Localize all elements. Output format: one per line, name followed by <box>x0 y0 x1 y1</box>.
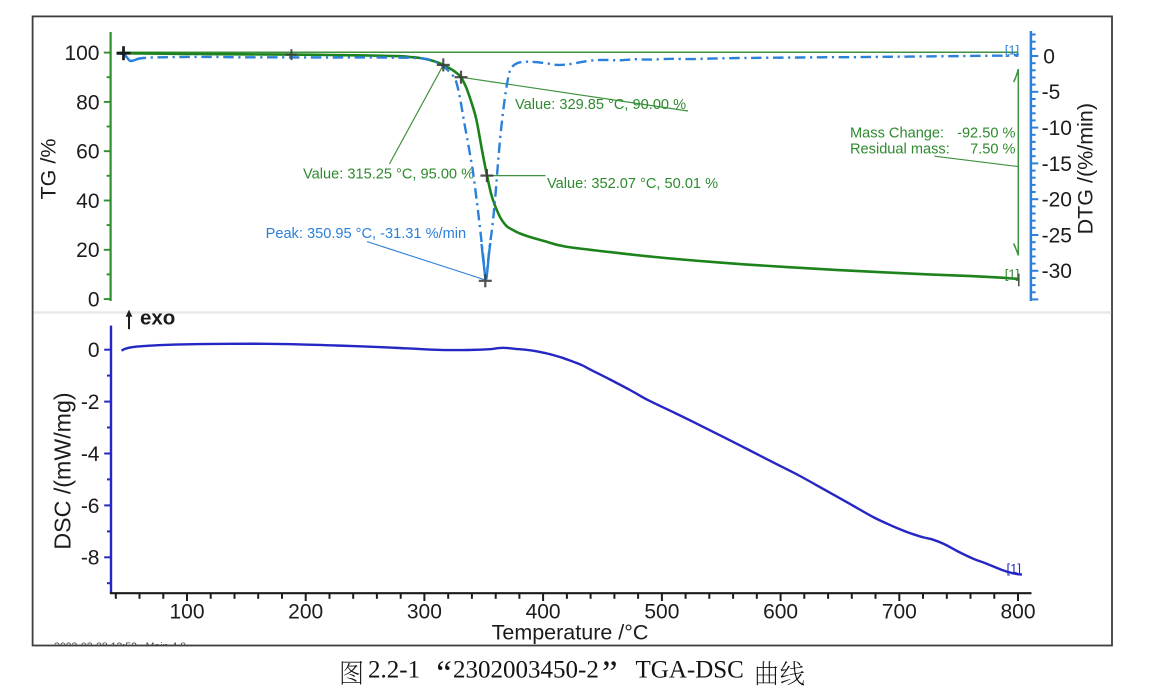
svg-text:TGA-DSC: TGA-DSC <box>636 657 744 684</box>
svg-text:TG /%: TG /% <box>37 139 61 200</box>
svg-text:-30: -30 <box>1042 260 1072 283</box>
svg-text:0: 0 <box>1043 45 1055 68</box>
svg-text:-8: -8 <box>81 547 100 570</box>
svg-text:2302003450-2: 2302003450-2 <box>453 657 599 684</box>
svg-text:20: 20 <box>76 239 99 262</box>
svg-text:100: 100 <box>169 601 204 624</box>
svg-text:DTG /(%/min): DTG /(%/min) <box>1073 103 1097 234</box>
svg-text:[1]: [1] <box>1007 561 1021 576</box>
svg-text:exo: exo <box>140 307 175 330</box>
svg-text:-25: -25 <box>1042 224 1072 247</box>
svg-text:“: “ <box>436 653 452 686</box>
svg-text:[1]: [1] <box>1005 266 1019 281</box>
svg-text:800: 800 <box>1000 601 1035 624</box>
svg-text:-10: -10 <box>1042 117 1072 140</box>
svg-text:-2: -2 <box>81 391 100 414</box>
svg-text:0: 0 <box>88 339 100 362</box>
svg-text:2.2-1: 2.2-1 <box>368 657 420 684</box>
svg-text:Value: 329.85 °C, 90.00 %: Value: 329.85 °C, 90.00 % <box>515 97 686 113</box>
svg-text:7.50 %: 7.50 % <box>970 141 1015 157</box>
svg-text:40: 40 <box>76 190 99 213</box>
svg-text:600: 600 <box>763 601 798 624</box>
svg-text:Temperature /°C: Temperature /°C <box>492 621 649 645</box>
svg-text:”: ” <box>602 653 618 686</box>
svg-text:-20: -20 <box>1042 189 1072 212</box>
svg-text:80: 80 <box>76 91 99 114</box>
svg-text:2023-02-28 13:52 Main 4.8: 2023-02-28 13:52 Main 4.8 <box>54 641 186 653</box>
svg-text:Residual mass:: Residual mass: <box>850 141 950 157</box>
svg-text:Value: 352.07 °C, 50.01 %: Value: 352.07 °C, 50.01 % <box>547 176 718 192</box>
svg-text:Peak: 350.95 °C, -31.31 %/min: Peak: 350.95 °C, -31.31 %/min <box>266 226 467 242</box>
svg-text:60: 60 <box>76 141 99 164</box>
svg-text:Value: 315.25 °C, 95.00 %: Value: 315.25 °C, 95.00 % <box>303 166 474 182</box>
svg-text:-15: -15 <box>1042 153 1072 176</box>
svg-text:-4: -4 <box>81 443 100 466</box>
svg-text:DSC /(mW/mg): DSC /(mW/mg) <box>50 392 76 549</box>
svg-text:100: 100 <box>64 42 99 65</box>
svg-text:700: 700 <box>882 601 917 624</box>
svg-text:500: 500 <box>644 601 679 624</box>
svg-text:300: 300 <box>407 601 442 624</box>
svg-text:-6: -6 <box>81 495 100 518</box>
svg-text:-5: -5 <box>1042 81 1061 104</box>
svg-text:[1]: [1] <box>1005 42 1019 57</box>
svg-text:0: 0 <box>88 289 100 312</box>
svg-text:-92.50 %: -92.50 % <box>957 125 1015 141</box>
svg-text:200: 200 <box>288 601 323 624</box>
svg-text:Mass Change:: Mass Change: <box>850 125 944 141</box>
svg-text:400: 400 <box>526 601 561 624</box>
